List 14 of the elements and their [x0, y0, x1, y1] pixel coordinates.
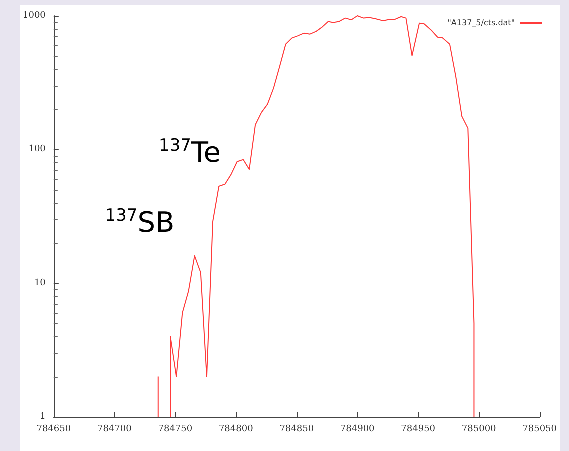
x-tick-label: 784900 [340, 424, 376, 434]
x-tick-label: 785050 [522, 424, 558, 434]
y-tick-label: 100 [28, 144, 46, 155]
legend-label: "A137_5/cts.dat" [448, 18, 515, 28]
y-tick-label: 1000 [23, 11, 46, 21]
x-tick-label: 784700 [97, 424, 132, 434]
y-tick-label: 10 [34, 278, 46, 288]
y-tick-label: 1 [40, 412, 46, 422]
x-tick-label: 784950 [401, 424, 436, 434]
x-tick-label: 784750 [158, 424, 193, 434]
x-tick-label: 784850 [280, 424, 314, 434]
x-tick-label: 784800 [218, 424, 254, 434]
x-tick-label: 785000 [462, 424, 497, 434]
x-tick-label: 784650 [36, 424, 72, 434]
